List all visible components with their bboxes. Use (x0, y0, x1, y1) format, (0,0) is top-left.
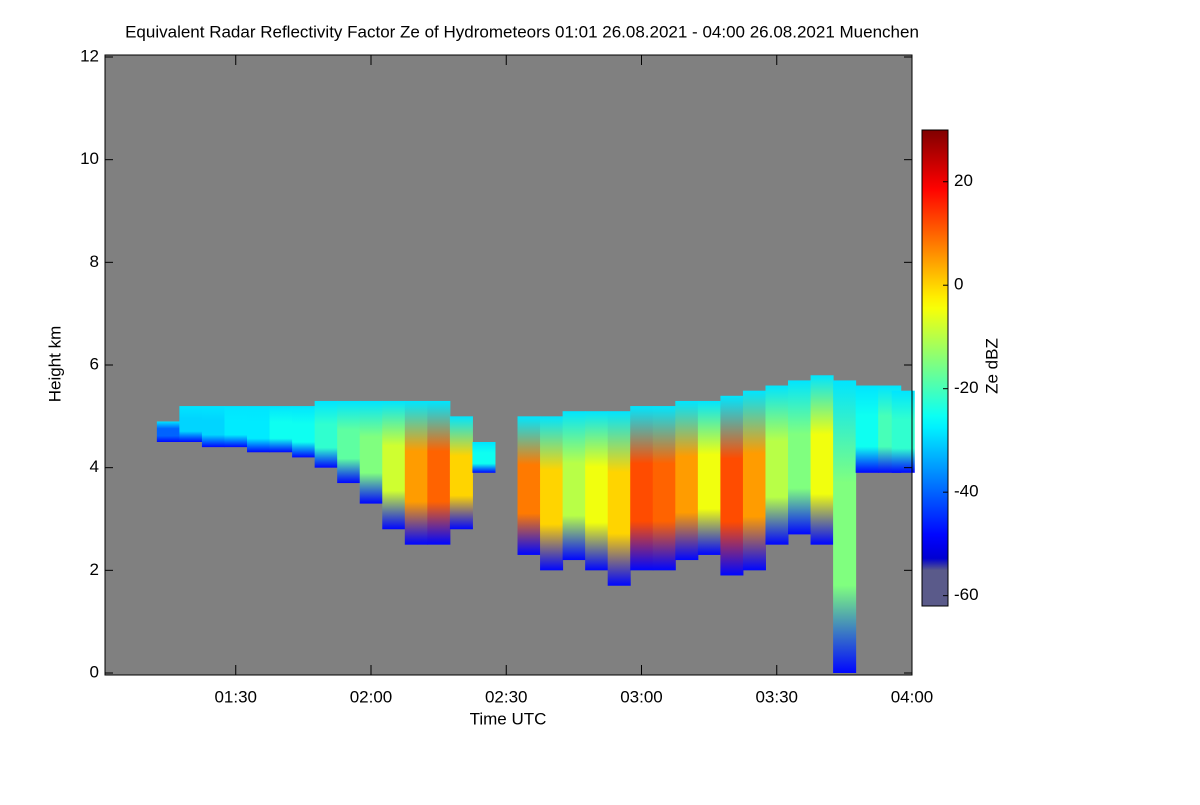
echo-column (359, 400, 383, 504)
colorbar-tick-label: 0 (954, 275, 963, 294)
echo-column (269, 406, 293, 453)
y-tick-label: 6 (90, 354, 99, 373)
x-tick-label: 03:30 (755, 687, 798, 706)
echo-column (247, 406, 271, 453)
echo-column (855, 385, 879, 473)
echo-column (833, 380, 857, 673)
colorbar-tick-label: -20 (954, 378, 979, 397)
echo-column (720, 395, 744, 576)
echo-column (314, 400, 338, 468)
x-axis-label: Time UTC (470, 709, 547, 728)
y-tick-label: 10 (80, 149, 99, 168)
echo-column (810, 375, 834, 545)
chart-title: Equivalent Radar Reflectivity Factor Ze … (125, 22, 919, 41)
echo-column (292, 406, 316, 458)
echo-column (742, 390, 766, 571)
echo-column (585, 411, 609, 571)
echo-column (427, 400, 451, 545)
colorbar-label: Ze dBZ (982, 338, 1001, 394)
colorbar-tick-label: -40 (954, 482, 979, 501)
echo-column (156, 421, 180, 442)
echo-column (472, 442, 496, 473)
y-tick-label: 2 (90, 560, 99, 579)
y-axis-label: Height km (45, 326, 64, 403)
echo-column (891, 390, 915, 473)
echo-column (652, 406, 676, 571)
echo-column (788, 380, 812, 535)
x-tick-label: 03:00 (620, 687, 663, 706)
colorbar-tick-label: -60 (954, 585, 979, 604)
echo-column (224, 406, 248, 448)
echo-column (449, 416, 473, 530)
echo-column (540, 416, 564, 571)
x-tick-label: 01:30 (214, 687, 257, 706)
colorbar-tick-label: 20 (954, 171, 973, 190)
x-tick-label: 04:00 (891, 687, 934, 706)
echo-column (630, 406, 654, 571)
echo-column (179, 406, 203, 442)
y-tick-label: 0 (90, 662, 99, 681)
echo-column (382, 400, 406, 530)
echo-column (765, 385, 789, 545)
echo-column (201, 406, 225, 448)
x-tick-label: 02:00 (350, 687, 393, 706)
y-tick-label: 4 (90, 457, 99, 476)
plot-background (105, 55, 912, 675)
x-tick-label: 02:30 (485, 687, 528, 706)
echo-column (697, 400, 721, 555)
echo-column (562, 411, 586, 561)
echo-column (337, 400, 361, 484)
echo-column (404, 400, 428, 545)
echo-column (607, 411, 631, 586)
echo-column (675, 400, 699, 561)
y-tick-label: 12 (80, 46, 99, 65)
echo-column (517, 416, 541, 555)
colorbar (921, 129, 949, 607)
y-tick-label: 8 (90, 252, 99, 271)
